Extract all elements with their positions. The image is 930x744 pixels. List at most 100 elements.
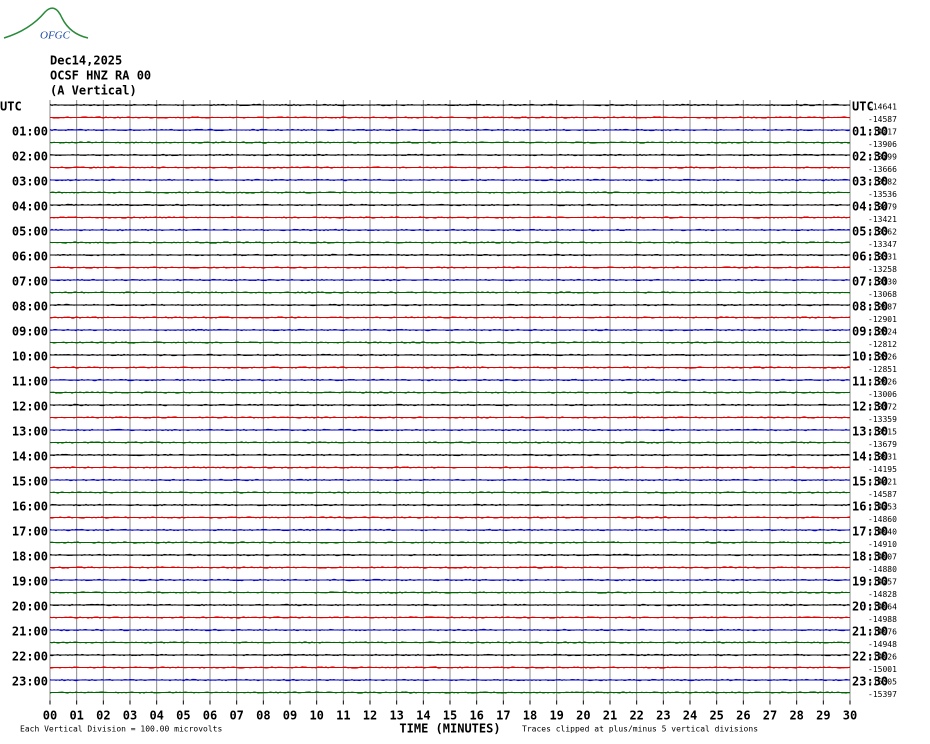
clip-note: Traces clipped at plus/minus 5 vertical … <box>522 725 758 734</box>
right-time-label: 12:30 <box>852 400 888 414</box>
trace <box>49 178 851 182</box>
trace <box>49 591 851 594</box>
trace <box>49 266 851 269</box>
row-offset: -13347 <box>868 240 897 249</box>
x-tick-label: 04 <box>149 709 163 723</box>
left-time-label: 07:00 <box>12 275 48 289</box>
x-tick-label: 01 <box>69 709 83 723</box>
right-time-label: 09:30 <box>852 325 888 339</box>
trace <box>49 291 851 294</box>
row-offset: -13068 <box>868 290 897 299</box>
trace <box>49 241 851 244</box>
row-offset: -14964 <box>868 603 897 612</box>
row-offset: -14907 <box>868 553 897 562</box>
x-tick-label: 15 <box>443 709 457 723</box>
right-time-label: UTC <box>852 100 874 114</box>
left-time-label: UTC <box>0 100 22 114</box>
trace <box>49 366 851 369</box>
trace <box>49 303 851 307</box>
left-time-label: 04:00 <box>12 200 48 214</box>
row-offset: -14421 <box>868 478 897 487</box>
row-offset: -14940 <box>868 528 897 537</box>
row-offset: -15001 <box>868 665 897 674</box>
right-time-label: 18:30 <box>852 550 888 564</box>
x-tick-label: 09 <box>283 709 297 723</box>
trace <box>49 566 851 569</box>
right-time-label: 04:30 <box>852 200 888 214</box>
x-tick-label: 03 <box>123 709 137 723</box>
left-time-label: 06:00 <box>12 250 48 264</box>
trace <box>49 403 851 407</box>
left-time-label: 15:00 <box>12 475 48 489</box>
trace <box>49 316 851 319</box>
right-time-label: 06:30 <box>852 250 888 264</box>
x-tick-label: 22 <box>629 709 643 723</box>
row-offset: -14926 <box>868 653 897 662</box>
right-time-label: 21:30 <box>852 625 888 639</box>
trace <box>49 428 851 432</box>
trace <box>49 341 851 344</box>
row-offset: -14587 <box>868 115 897 124</box>
right-time-label: 19:30 <box>852 575 888 589</box>
right-time-label: 15:30 <box>852 475 888 489</box>
row-offset: -15397 <box>868 690 897 699</box>
x-tick-label: 21 <box>603 709 617 723</box>
trace <box>49 691 851 694</box>
x-tick-label: 13 <box>389 709 403 723</box>
right-time-label: 23:30 <box>852 675 888 689</box>
right-time-label: 05:30 <box>852 225 888 239</box>
left-time-label: 01:00 <box>12 125 48 139</box>
trace <box>49 278 851 282</box>
row-offset: -12851 <box>868 365 897 374</box>
row-offset: -13331 <box>868 253 897 262</box>
trace <box>49 141 851 144</box>
left-time-label: 13:00 <box>12 425 48 439</box>
row-offset: -14828 <box>868 590 897 599</box>
row-offset: -13666 <box>868 165 897 174</box>
row-offset: -13931 <box>868 453 897 462</box>
right-time-label: 01:30 <box>852 125 888 139</box>
x-tick-label: 08 <box>256 709 270 723</box>
scale-note: Each Vertical Division = 100.00 microvol… <box>20 725 222 734</box>
left-time-label: 23:00 <box>12 675 48 689</box>
trace <box>49 466 851 469</box>
right-time-label: 13:30 <box>852 425 888 439</box>
row-offset: -12812 <box>868 340 897 349</box>
row-offset: -14976 <box>868 628 897 637</box>
row-offset: -13006 <box>868 390 897 399</box>
row-offset: -12901 <box>868 315 897 324</box>
trace <box>49 228 851 232</box>
trace <box>49 528 851 532</box>
trace <box>49 641 851 644</box>
x-tick-label: 10 <box>309 709 323 723</box>
trace <box>49 603 851 607</box>
left-time-label: 12:00 <box>12 400 48 414</box>
date: Dec14,2025 <box>50 54 122 68</box>
left-time-label: 14:00 <box>12 450 48 464</box>
x-tick-label: 29 <box>816 709 830 723</box>
trace <box>49 253 851 257</box>
row-offset: -14860 <box>868 515 897 524</box>
trace <box>49 653 851 657</box>
row-offset: -13258 <box>868 265 897 274</box>
trace <box>50 441 851 444</box>
left-time-label: 10:00 <box>12 350 48 364</box>
x-tick-label: 19 <box>549 709 563 723</box>
x-tick-label: 16 <box>469 709 483 723</box>
trace <box>49 191 851 194</box>
row-offset: -14757 <box>868 578 897 587</box>
x-tick-label: 11 <box>336 709 350 723</box>
row-offset: -13172 <box>868 403 897 412</box>
x-tick-label: 02 <box>96 709 110 723</box>
trace <box>49 391 851 394</box>
x-tick-label: 00 <box>43 709 57 723</box>
trace <box>49 503 851 507</box>
row-offset: -13679 <box>868 440 897 449</box>
trace <box>49 616 851 619</box>
row-offset: -14641 <box>868 103 897 112</box>
right-time-label: 02:30 <box>852 150 888 164</box>
left-time-label: 19:00 <box>12 575 48 589</box>
right-time-label: 11:30 <box>852 375 888 389</box>
row-offset: -14753 <box>868 503 897 512</box>
row-offset: -13799 <box>868 153 897 162</box>
